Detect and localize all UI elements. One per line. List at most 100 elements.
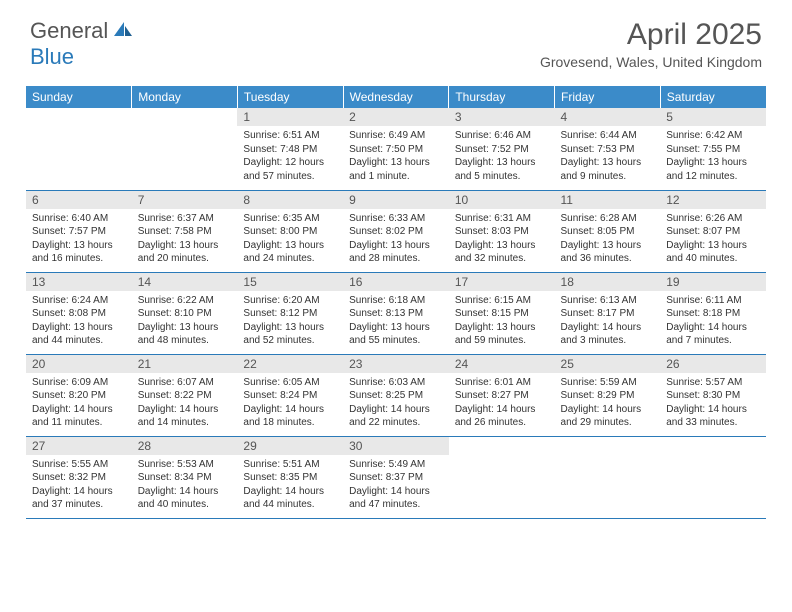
day-number: 22 bbox=[237, 355, 343, 373]
day-detail-line: and 20 minutes. bbox=[138, 252, 232, 266]
day-details: Sunrise: 5:51 AMSunset: 8:35 PMDaylight:… bbox=[237, 455, 343, 515]
day-detail-line: Sunrise: 6:20 AM bbox=[243, 294, 337, 308]
day-detail-line: Sunrise: 6:49 AM bbox=[349, 129, 443, 143]
day-details: Sunrise: 6:51 AMSunset: 7:48 PMDaylight:… bbox=[237, 126, 343, 186]
day-detail-line: and 22 minutes. bbox=[349, 416, 443, 430]
day-detail-line: Sunrise: 5:51 AM bbox=[243, 458, 337, 472]
day-detail-line: Sunrise: 6:01 AM bbox=[455, 376, 549, 390]
day-detail-line: Sunset: 8:20 PM bbox=[32, 389, 126, 403]
day-detail-line: and 52 minutes. bbox=[243, 334, 337, 348]
day-header: Sunday bbox=[26, 86, 132, 108]
day-detail-line: and 12 minutes. bbox=[666, 170, 760, 184]
day-details: Sunrise: 5:49 AMSunset: 8:37 PMDaylight:… bbox=[343, 455, 449, 515]
day-header: Thursday bbox=[449, 86, 555, 108]
day-detail-line: Sunset: 8:13 PM bbox=[349, 307, 443, 321]
day-detail-line: Daylight: 14 hours bbox=[349, 485, 443, 499]
day-detail-line: and 11 minutes. bbox=[32, 416, 126, 430]
calendar-cell: 11Sunrise: 6:28 AMSunset: 8:05 PMDayligh… bbox=[555, 190, 661, 272]
day-detail-line: and 14 minutes. bbox=[138, 416, 232, 430]
day-detail-line: Sunrise: 6:26 AM bbox=[666, 212, 760, 226]
day-detail-line: Sunrise: 6:22 AM bbox=[138, 294, 232, 308]
day-number: 7 bbox=[132, 191, 238, 209]
day-detail-line: and 40 minutes. bbox=[666, 252, 760, 266]
day-detail-line: Daylight: 13 hours bbox=[32, 239, 126, 253]
calendar-cell: 6Sunrise: 6:40 AMSunset: 7:57 PMDaylight… bbox=[26, 190, 132, 272]
calendar-week-row: 13Sunrise: 6:24 AMSunset: 8:08 PMDayligh… bbox=[26, 272, 766, 354]
day-detail-line: and 16 minutes. bbox=[32, 252, 126, 266]
calendar-cell: 26Sunrise: 5:57 AMSunset: 8:30 PMDayligh… bbox=[660, 354, 766, 436]
day-detail-line: Sunset: 8:34 PM bbox=[138, 471, 232, 485]
day-detail-line: and 7 minutes. bbox=[666, 334, 760, 348]
calendar-cell: 15Sunrise: 6:20 AMSunset: 8:12 PMDayligh… bbox=[237, 272, 343, 354]
day-detail-line: and 18 minutes. bbox=[243, 416, 337, 430]
day-detail-line: Sunrise: 5:55 AM bbox=[32, 458, 126, 472]
day-detail-line: and 3 minutes. bbox=[561, 334, 655, 348]
day-detail-line: Sunset: 7:55 PM bbox=[666, 143, 760, 157]
day-details: Sunrise: 6:46 AMSunset: 7:52 PMDaylight:… bbox=[449, 126, 555, 186]
day-detail-line: Sunset: 8:07 PM bbox=[666, 225, 760, 239]
day-detail-line: Sunrise: 5:49 AM bbox=[349, 458, 443, 472]
day-detail-line: Sunset: 8:12 PM bbox=[243, 307, 337, 321]
day-number: 20 bbox=[26, 355, 132, 373]
calendar-cell: 30Sunrise: 5:49 AMSunset: 8:37 PMDayligh… bbox=[343, 436, 449, 518]
day-detail-line: Sunrise: 6:11 AM bbox=[666, 294, 760, 308]
day-detail-line: Sunset: 8:25 PM bbox=[349, 389, 443, 403]
calendar-cell: 27Sunrise: 5:55 AMSunset: 8:32 PMDayligh… bbox=[26, 436, 132, 518]
calendar-cell: 5Sunrise: 6:42 AMSunset: 7:55 PMDaylight… bbox=[660, 108, 766, 190]
day-detail-line: Sunrise: 6:05 AM bbox=[243, 376, 337, 390]
day-detail-line: Sunset: 8:37 PM bbox=[349, 471, 443, 485]
day-detail-line: and 59 minutes. bbox=[455, 334, 549, 348]
day-number: 18 bbox=[555, 273, 661, 291]
day-number: 26 bbox=[660, 355, 766, 373]
day-details: Sunrise: 6:31 AMSunset: 8:03 PMDaylight:… bbox=[449, 209, 555, 269]
day-detail-line: Sunrise: 6:13 AM bbox=[561, 294, 655, 308]
day-details: Sunrise: 6:40 AMSunset: 7:57 PMDaylight:… bbox=[26, 209, 132, 269]
day-detail-line: Sunrise: 5:57 AM bbox=[666, 376, 760, 390]
day-details: Sunrise: 6:37 AMSunset: 7:58 PMDaylight:… bbox=[132, 209, 238, 269]
day-detail-line: Daylight: 13 hours bbox=[138, 239, 232, 253]
day-detail-line: and 55 minutes. bbox=[349, 334, 443, 348]
day-detail-line: Sunrise: 6:35 AM bbox=[243, 212, 337, 226]
day-detail-line: Sunset: 8:24 PM bbox=[243, 389, 337, 403]
day-detail-line: Daylight: 14 hours bbox=[561, 403, 655, 417]
day-detail-line: Sunrise: 5:59 AM bbox=[561, 376, 655, 390]
day-detail-line: and 44 minutes. bbox=[243, 498, 337, 512]
calendar-cell bbox=[26, 108, 132, 190]
day-details: Sunrise: 5:55 AMSunset: 8:32 PMDaylight:… bbox=[26, 455, 132, 515]
day-details: Sunrise: 6:26 AMSunset: 8:07 PMDaylight:… bbox=[660, 209, 766, 269]
calendar-cell: 29Sunrise: 5:51 AMSunset: 8:35 PMDayligh… bbox=[237, 436, 343, 518]
day-details: Sunrise: 6:05 AMSunset: 8:24 PMDaylight:… bbox=[237, 373, 343, 433]
calendar-cell: 23Sunrise: 6:03 AMSunset: 8:25 PMDayligh… bbox=[343, 354, 449, 436]
day-detail-line: Sunrise: 6:46 AM bbox=[455, 129, 549, 143]
day-detail-line: Sunrise: 6:15 AM bbox=[455, 294, 549, 308]
location-text: Grovesend, Wales, United Kingdom bbox=[540, 54, 762, 70]
day-number: 1 bbox=[237, 108, 343, 126]
day-detail-line: Sunrise: 6:18 AM bbox=[349, 294, 443, 308]
calendar-week-row: 1Sunrise: 6:51 AMSunset: 7:48 PMDaylight… bbox=[26, 108, 766, 190]
day-detail-line: Daylight: 12 hours bbox=[243, 156, 337, 170]
calendar-cell: 8Sunrise: 6:35 AMSunset: 8:00 PMDaylight… bbox=[237, 190, 343, 272]
calendar-cell: 2Sunrise: 6:49 AMSunset: 7:50 PMDaylight… bbox=[343, 108, 449, 190]
day-detail-line: Sunrise: 6:03 AM bbox=[349, 376, 443, 390]
logo-sail-icon bbox=[112, 18, 134, 44]
day-details: Sunrise: 6:11 AMSunset: 8:18 PMDaylight:… bbox=[660, 291, 766, 351]
day-number: 9 bbox=[343, 191, 449, 209]
day-detail-line: Sunset: 8:15 PM bbox=[455, 307, 549, 321]
day-detail-line: Daylight: 14 hours bbox=[138, 485, 232, 499]
day-detail-line: Sunset: 7:53 PM bbox=[561, 143, 655, 157]
day-detail-line: Daylight: 13 hours bbox=[349, 156, 443, 170]
day-number: 29 bbox=[237, 437, 343, 455]
day-details: Sunrise: 6:03 AMSunset: 8:25 PMDaylight:… bbox=[343, 373, 449, 433]
calendar-body: 1Sunrise: 6:51 AMSunset: 7:48 PMDaylight… bbox=[26, 108, 766, 518]
day-number: 19 bbox=[660, 273, 766, 291]
day-detail-line: Sunrise: 6:40 AM bbox=[32, 212, 126, 226]
calendar-cell: 14Sunrise: 6:22 AMSunset: 8:10 PMDayligh… bbox=[132, 272, 238, 354]
day-detail-line: Sunset: 7:50 PM bbox=[349, 143, 443, 157]
day-detail-line: Daylight: 13 hours bbox=[349, 239, 443, 253]
day-detail-line: Daylight: 13 hours bbox=[666, 156, 760, 170]
calendar-cell: 18Sunrise: 6:13 AMSunset: 8:17 PMDayligh… bbox=[555, 272, 661, 354]
day-number: 5 bbox=[660, 108, 766, 126]
day-header: Wednesday bbox=[343, 86, 449, 108]
day-details: Sunrise: 6:20 AMSunset: 8:12 PMDaylight:… bbox=[237, 291, 343, 351]
day-details: Sunrise: 6:49 AMSunset: 7:50 PMDaylight:… bbox=[343, 126, 449, 186]
